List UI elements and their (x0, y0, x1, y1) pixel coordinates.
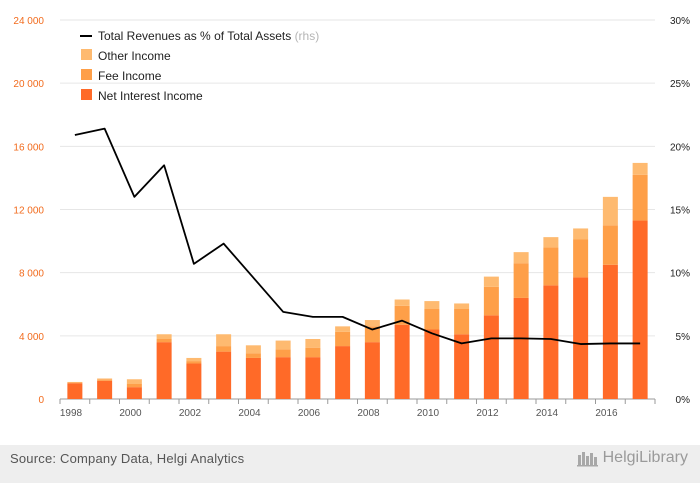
legend-label: Net Interest Income (98, 89, 203, 103)
bar-other-income (394, 299, 410, 306)
bar-fee-income (245, 353, 261, 358)
bar-fee-income (186, 361, 202, 364)
bar-fee-income (632, 174, 648, 221)
right-tick-label: 25% (670, 79, 690, 90)
chart-svg: 0 4 000 8 000 12 000 16 000 20 000 24 000 0% 5% 1… (13, 16, 691, 419)
bar-other-income (156, 334, 172, 339)
bar-net-interest-income (186, 363, 202, 399)
bar-net-interest-income (424, 329, 440, 399)
legend-label-suffix: (rhs) (295, 29, 320, 43)
x-tick-label: 2008 (357, 408, 380, 419)
left-tick-label: 8 000 (19, 269, 44, 280)
legend-swatch (81, 49, 92, 60)
bar-other-income (335, 326, 351, 332)
bar-net-interest-income (602, 264, 618, 399)
bar-fee-income (126, 383, 142, 388)
right-tick-label: 0% (676, 395, 691, 406)
x-tick-label: 2012 (476, 408, 499, 419)
x-tick-label: 2014 (536, 408, 559, 419)
x-tick-label: 2016 (595, 408, 618, 419)
x-tick-label: 2004 (238, 408, 261, 419)
x-tick-label: 2002 (179, 408, 202, 419)
right-tick-label: 10% (670, 269, 690, 280)
bar-other-income (602, 196, 618, 226)
bar-other-income (513, 252, 529, 264)
bar-net-interest-income (67, 383, 83, 399)
right-tick-label: 5% (676, 332, 691, 343)
bar-net-interest-income (305, 357, 321, 399)
bar-net-interest-income (97, 380, 113, 399)
bar-other-income (305, 338, 321, 348)
bar-other-income (424, 301, 440, 309)
source-note: Source: Company Data, Helgi Analytics (10, 451, 245, 466)
brand-name: HelgiLibrary (602, 449, 688, 466)
legend-label: Total Revenues as % of Total Assets (rhs… (98, 29, 319, 43)
left-tick-label: 4 000 (19, 332, 44, 343)
bar-fee-income (543, 247, 559, 286)
bar-net-interest-income (513, 297, 529, 399)
bar-fee-income (335, 331, 351, 347)
left-tick-label: 24 000 (13, 16, 44, 27)
bar-other-income (186, 357, 202, 362)
x-tick-label: 2000 (119, 408, 142, 419)
library-icon (576, 452, 598, 467)
bar-net-interest-income (245, 357, 261, 399)
right-tick-label: 30% (670, 16, 690, 27)
bar-fee-income (454, 308, 470, 335)
bar-net-interest-income (394, 324, 410, 399)
bar-fee-income (513, 263, 529, 298)
x-tick-label: 2006 (298, 408, 321, 419)
bar-net-interest-income (126, 387, 142, 399)
left-tick-label: 0 (38, 395, 44, 406)
bar-other-income (97, 378, 113, 380)
bar-net-interest-income (454, 334, 470, 399)
bar-fee-income (97, 379, 113, 381)
bar-other-income (454, 303, 470, 309)
bar-net-interest-income (543, 285, 559, 399)
bar-other-income (483, 276, 499, 287)
bar-fee-income (483, 286, 499, 316)
brand-logo: HelgiLibrary (576, 449, 688, 467)
bar-other-income (126, 379, 142, 384)
bar-net-interest-income (573, 277, 589, 399)
legend-label: Fee Income (98, 69, 162, 83)
left-tick-label: 20 000 (13, 79, 44, 90)
bar-fee-income (602, 225, 618, 265)
bar-other-income (632, 162, 648, 175)
bar-net-interest-income (156, 342, 172, 399)
bar-fee-income (394, 305, 410, 325)
x-tick-label: 2010 (417, 408, 440, 419)
right-tick-label: 15% (670, 206, 690, 217)
bar-fee-income (275, 349, 291, 358)
bar-other-income (216, 334, 232, 347)
bar-net-interest-income (216, 351, 232, 399)
bar-fee-income (424, 308, 440, 330)
right-tick-label: 20% (670, 142, 690, 153)
x-tick-label: 1998 (60, 408, 83, 419)
bar-net-interest-income (335, 346, 351, 399)
bar-fee-income (573, 239, 589, 278)
bar-other-income (245, 345, 261, 354)
bar-fee-income (305, 347, 321, 358)
left-tick-label: 12 000 (13, 206, 44, 217)
legend-label: Other Income (98, 49, 171, 63)
left-tick-label: 16 000 (13, 142, 44, 153)
bar-net-interest-income (275, 357, 291, 399)
bar-net-interest-income (632, 220, 648, 399)
bar-fee-income (216, 346, 232, 352)
bar-fee-income (156, 338, 172, 343)
legend-swatch (81, 89, 92, 100)
bar-other-income (573, 228, 589, 240)
bar-fee-income (67, 382, 83, 384)
bar-net-interest-income (364, 342, 380, 399)
bar-other-income (275, 340, 291, 350)
bar-net-interest-income (483, 315, 499, 399)
line-total-revenues-pct (74, 127, 641, 345)
bar-fee-income (364, 326, 380, 343)
legend-swatch (81, 69, 92, 80)
bar-other-income (364, 320, 380, 327)
bar-other-income (543, 237, 559, 248)
